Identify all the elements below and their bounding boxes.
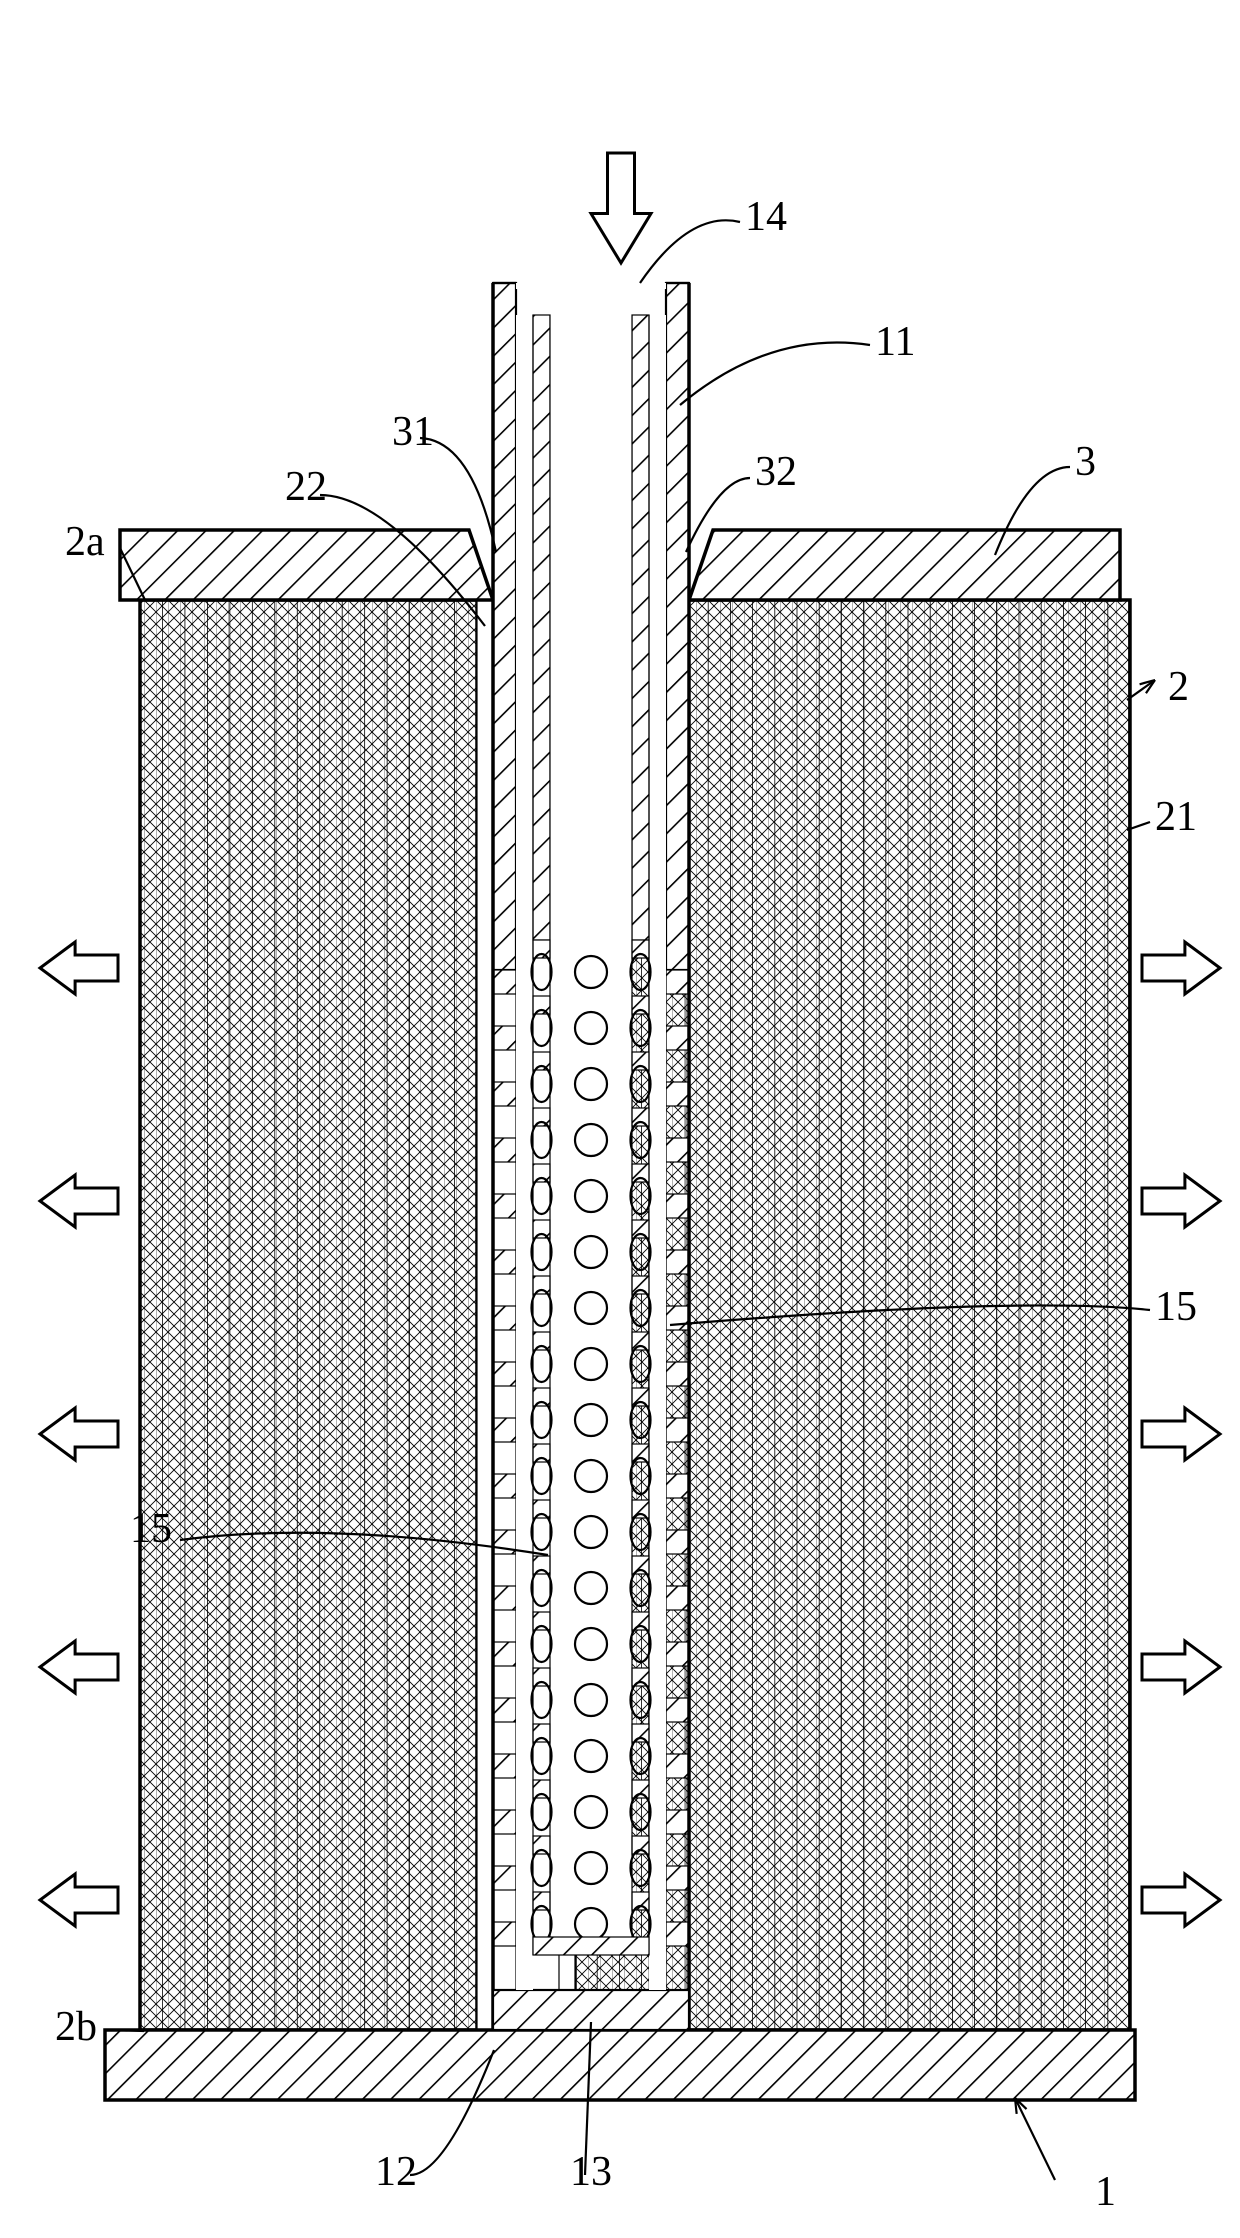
label-13: 13 (570, 2149, 612, 2195)
label-14: 14 (745, 194, 787, 240)
label-15r: 15 (1155, 1284, 1197, 1330)
label-3: 3 (1075, 439, 1096, 485)
inner-tube-wall-right (632, 315, 649, 940)
label-21: 21 (1155, 794, 1197, 840)
label-22: 22 (285, 464, 327, 510)
label-1: 1 (1095, 2169, 1116, 2215)
outer-tube-wall-right (666, 283, 689, 970)
label-11: 11 (875, 319, 915, 365)
label-32: 32 (755, 449, 797, 495)
label-2a: 2a (65, 519, 105, 565)
label-31: 31 (392, 409, 434, 455)
label-15l: 15 (130, 1506, 172, 1552)
left-mesh (140, 600, 477, 2030)
label-12: 12 (375, 2149, 417, 2195)
outer-tube-wall-left (493, 283, 516, 970)
inner-tube-wall-left (533, 315, 550, 940)
top-plate-left (120, 530, 493, 600)
label-2b: 2b (55, 2004, 97, 2050)
label-2: 2 (1168, 664, 1189, 710)
inner-bore (550, 315, 632, 1955)
leader-line (113, 2030, 144, 2031)
top-plate-right (689, 530, 1120, 600)
bottom-plate (105, 2030, 1135, 2100)
axial-gap (477, 600, 493, 2030)
